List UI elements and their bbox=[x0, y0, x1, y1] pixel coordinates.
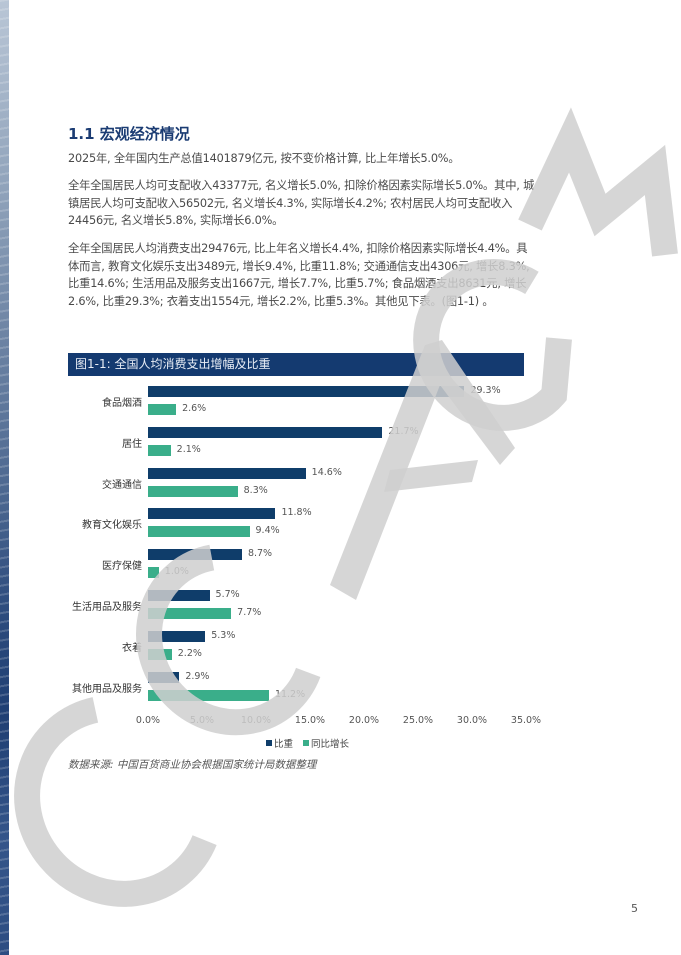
cover-image-strip bbox=[0, 0, 9, 955]
paragraph-income: 全年全国居民人均可支配收入43377元, 名义增长5.0%, 扣除价格因素实际增… bbox=[68, 179, 535, 227]
category-label: 生活用品及服务 bbox=[72, 602, 142, 613]
x-tick-label: 35.0% bbox=[510, 715, 542, 726]
bar-value-label: 2.2% bbox=[177, 647, 202, 659]
x-tick-label: 10.0% bbox=[240, 715, 272, 726]
paragraph-consumption: 全年全国居民人均消费支出29476元, 比上年名义增长4.4%, 扣除价格因素实… bbox=[68, 242, 530, 308]
section-title: 1.1 宏观经济情况 bbox=[68, 125, 190, 143]
bar-value-label: 21.7% bbox=[388, 425, 419, 437]
category-label: 医疗保健 bbox=[102, 561, 142, 573]
share-bar bbox=[148, 386, 465, 397]
growth-bar bbox=[148, 608, 232, 619]
legend-swatch-icon bbox=[266, 740, 272, 746]
x-tick-label: 15.0% bbox=[294, 715, 326, 726]
figure-title: 图1-1: 全国人均消费支出增幅及比重 bbox=[68, 353, 524, 376]
x-tick-label: 30.0% bbox=[456, 715, 488, 726]
bar-value-label: 7.7% bbox=[237, 607, 262, 618]
bar-value-label: 9.4% bbox=[255, 525, 280, 537]
share-bar bbox=[148, 508, 276, 520]
category-label: 其他用品及服务 bbox=[72, 683, 142, 695]
share-bar bbox=[148, 630, 206, 642]
bar-value-label: 8.7% bbox=[247, 548, 273, 560]
bar-value-label: 5.7% bbox=[215, 589, 240, 600]
growth-bar bbox=[148, 485, 238, 497]
data-source-note: 数据来源: 中国百货商业协会根据国家统计局数据整理 bbox=[68, 759, 317, 771]
share-bar bbox=[148, 467, 306, 479]
legend-item-growth: 同比增长 bbox=[303, 736, 349, 750]
bar-value-label: 11.8% bbox=[281, 507, 312, 519]
growth-bar bbox=[148, 648, 172, 660]
bar-value-label: 2.1% bbox=[176, 443, 201, 455]
paragraph-gdp: 2025年, 全年国内生产总值1401879亿元, 按不变价格计算, 比上年增长… bbox=[68, 152, 460, 165]
legend-label: 同比增长 bbox=[311, 739, 350, 750]
category-label: 衣着 bbox=[122, 642, 142, 654]
growth-bar bbox=[148, 689, 269, 701]
share-bar bbox=[148, 549, 242, 561]
share-bar bbox=[148, 426, 383, 438]
bar-value-label: 2.6% bbox=[182, 403, 207, 414]
bar-value-label: 2.9% bbox=[185, 670, 210, 682]
x-tick-label: 25.0% bbox=[402, 715, 434, 726]
share-bar bbox=[148, 590, 210, 601]
bar-value-label: 5.3% bbox=[211, 629, 236, 641]
growth-bar bbox=[148, 567, 159, 579]
bar-value-label: 29.3% bbox=[470, 385, 501, 396]
share-bar bbox=[148, 671, 180, 683]
bar-value-label: 1.0% bbox=[164, 566, 189, 578]
chart-legend: 比重 同比增长 bbox=[266, 736, 349, 750]
bar-value-label: 11.2% bbox=[274, 688, 306, 700]
x-tick-label: 20.0% bbox=[348, 715, 380, 726]
growth-bar bbox=[148, 444, 171, 456]
legend-label: 比重 bbox=[274, 739, 294, 750]
x-tick-label: 5.0% bbox=[189, 715, 215, 726]
category-label: 教育文化娱乐 bbox=[82, 520, 142, 532]
page-number: 5 bbox=[631, 902, 638, 915]
growth-bar bbox=[148, 526, 250, 538]
category-label: 交通通信 bbox=[102, 479, 142, 491]
legend-swatch-icon bbox=[303, 740, 310, 746]
category-label: 居住 bbox=[122, 438, 142, 450]
growth-bar bbox=[148, 404, 177, 415]
bar-chart: 食品烟酒 29.3% 2.6% 居住 21.7% 2.1% 交通通信 14.6% 8.3% 教育文… bbox=[68, 380, 548, 750]
category-label: 食品烟酒 bbox=[102, 398, 142, 409]
legend-item-share: 比重 bbox=[266, 736, 293, 750]
bar-value-label: 8.3% bbox=[243, 484, 268, 496]
bar-value-label: 14.6% bbox=[311, 466, 342, 478]
x-tick-label: 0.0% bbox=[135, 715, 161, 726]
